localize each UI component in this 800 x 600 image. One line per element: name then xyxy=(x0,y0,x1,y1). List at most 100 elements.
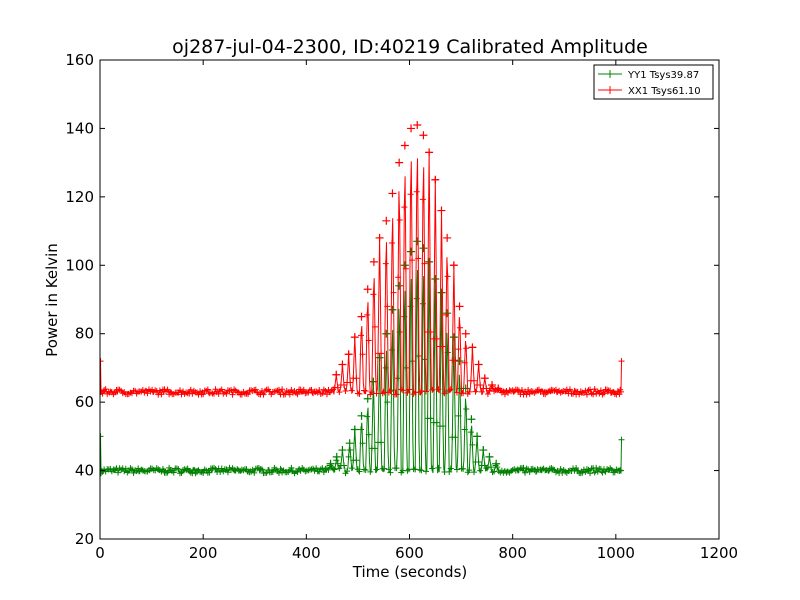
x-tick-label: 0 xyxy=(95,544,105,562)
data-point-marker xyxy=(452,434,459,441)
data-point-marker xyxy=(365,431,372,438)
data-point-marker xyxy=(617,388,624,395)
data-point-marker xyxy=(323,391,330,398)
legend-entry-xx1: + XX1 Tsys61.10 xyxy=(598,83,701,97)
data-point-marker xyxy=(594,468,601,475)
data-point-marker xyxy=(224,469,231,476)
data-point-marker xyxy=(200,391,207,398)
x-axis-label: Time (seconds) xyxy=(352,563,468,581)
data-point-marker xyxy=(423,468,430,475)
data-point-marker xyxy=(419,196,426,203)
x-tick-label: 1000 xyxy=(597,544,635,562)
data-point-marker xyxy=(325,466,332,473)
y-tick-label: 100 xyxy=(65,256,94,274)
data-point-marker xyxy=(170,469,177,476)
peak-point xyxy=(350,425,359,434)
data-point-marker xyxy=(457,324,464,331)
data-point-marker xyxy=(279,386,286,393)
data-point-marker xyxy=(413,188,420,195)
data-point-marker xyxy=(573,464,580,471)
x-tick-label: 800 xyxy=(498,544,527,562)
x-tick-label: 1200 xyxy=(700,544,738,562)
legend-marker-xx1: + xyxy=(605,83,615,97)
data-point-marker xyxy=(164,386,171,393)
data-point-marker xyxy=(122,465,129,472)
data-point-marker xyxy=(599,469,606,476)
data-point-marker xyxy=(585,466,592,473)
data-point-marker xyxy=(600,390,607,397)
data-point-marker xyxy=(347,447,354,454)
data-point-marker xyxy=(460,390,467,397)
data-point-marker xyxy=(583,391,590,398)
data-point-marker xyxy=(308,386,315,393)
data-point-marker xyxy=(566,386,573,393)
peak-point xyxy=(407,124,416,133)
data-point-marker xyxy=(477,382,484,389)
peak-point xyxy=(357,312,366,321)
data-point-marker xyxy=(409,257,416,264)
data-point-marker xyxy=(478,388,485,395)
data-point-marker xyxy=(294,391,301,398)
peak-point xyxy=(443,233,452,242)
data-point-marker xyxy=(320,469,327,476)
data-point-marker xyxy=(488,464,495,471)
data-point-marker xyxy=(368,389,375,396)
data-point-marker xyxy=(571,387,578,394)
data-point-marker xyxy=(418,387,425,394)
data-point-marker xyxy=(466,388,473,395)
data-point-marker xyxy=(404,389,411,396)
peak-point xyxy=(479,446,488,455)
data-point-marker xyxy=(381,465,388,472)
peak-point xyxy=(332,452,341,461)
data-point-marker xyxy=(175,466,182,473)
data-point-marker xyxy=(275,386,282,393)
data-point-marker xyxy=(348,465,355,472)
data-point-marker xyxy=(164,469,171,476)
data-point-marker xyxy=(461,426,468,433)
data-point-marker xyxy=(593,464,600,471)
peak-point xyxy=(357,411,366,420)
data-point-marker xyxy=(362,467,369,474)
peak-point xyxy=(419,131,428,140)
data-point-marker xyxy=(144,390,151,397)
data-point-marker xyxy=(518,387,525,394)
data-point-marker xyxy=(371,445,378,452)
data-point-marker xyxy=(477,467,484,474)
data-point-marker xyxy=(319,390,326,397)
data-point-marker xyxy=(501,391,508,398)
data-point-marker xyxy=(334,460,341,467)
data-point-marker xyxy=(447,386,454,393)
peak-point xyxy=(400,261,409,270)
peak-point xyxy=(419,244,428,253)
data-point-marker xyxy=(591,469,598,476)
data-point-marker xyxy=(358,426,365,433)
data-point-marker xyxy=(390,289,397,296)
data-point-marker xyxy=(520,464,527,471)
peak-point xyxy=(413,121,422,130)
data-point-marker xyxy=(358,332,365,339)
data-point-marker xyxy=(395,375,402,382)
data-point-marker xyxy=(356,468,363,475)
data-point-marker xyxy=(597,387,604,394)
data-point-marker xyxy=(197,388,204,395)
data-point-marker xyxy=(228,386,235,393)
data-point-marker xyxy=(388,240,395,247)
data-point-marker xyxy=(452,357,459,364)
y-tick-label: 120 xyxy=(65,188,94,206)
data-point-marker xyxy=(453,466,460,473)
data-point-marker xyxy=(470,377,477,384)
data-point-marker xyxy=(331,466,338,473)
data-point-marker xyxy=(484,391,491,398)
data-point-marker xyxy=(356,390,363,397)
data-point-marker xyxy=(382,260,389,267)
data-point-marker xyxy=(427,329,434,336)
y-tick-label: 80 xyxy=(75,325,94,343)
data-point-marker xyxy=(229,391,236,398)
data-point-marker xyxy=(463,345,470,352)
peak-point xyxy=(461,329,470,338)
peak-point xyxy=(388,189,397,198)
data-point-marker xyxy=(313,465,320,472)
peak-point xyxy=(375,353,384,362)
data-point-marker xyxy=(245,391,252,398)
data-point-marker xyxy=(115,469,122,476)
